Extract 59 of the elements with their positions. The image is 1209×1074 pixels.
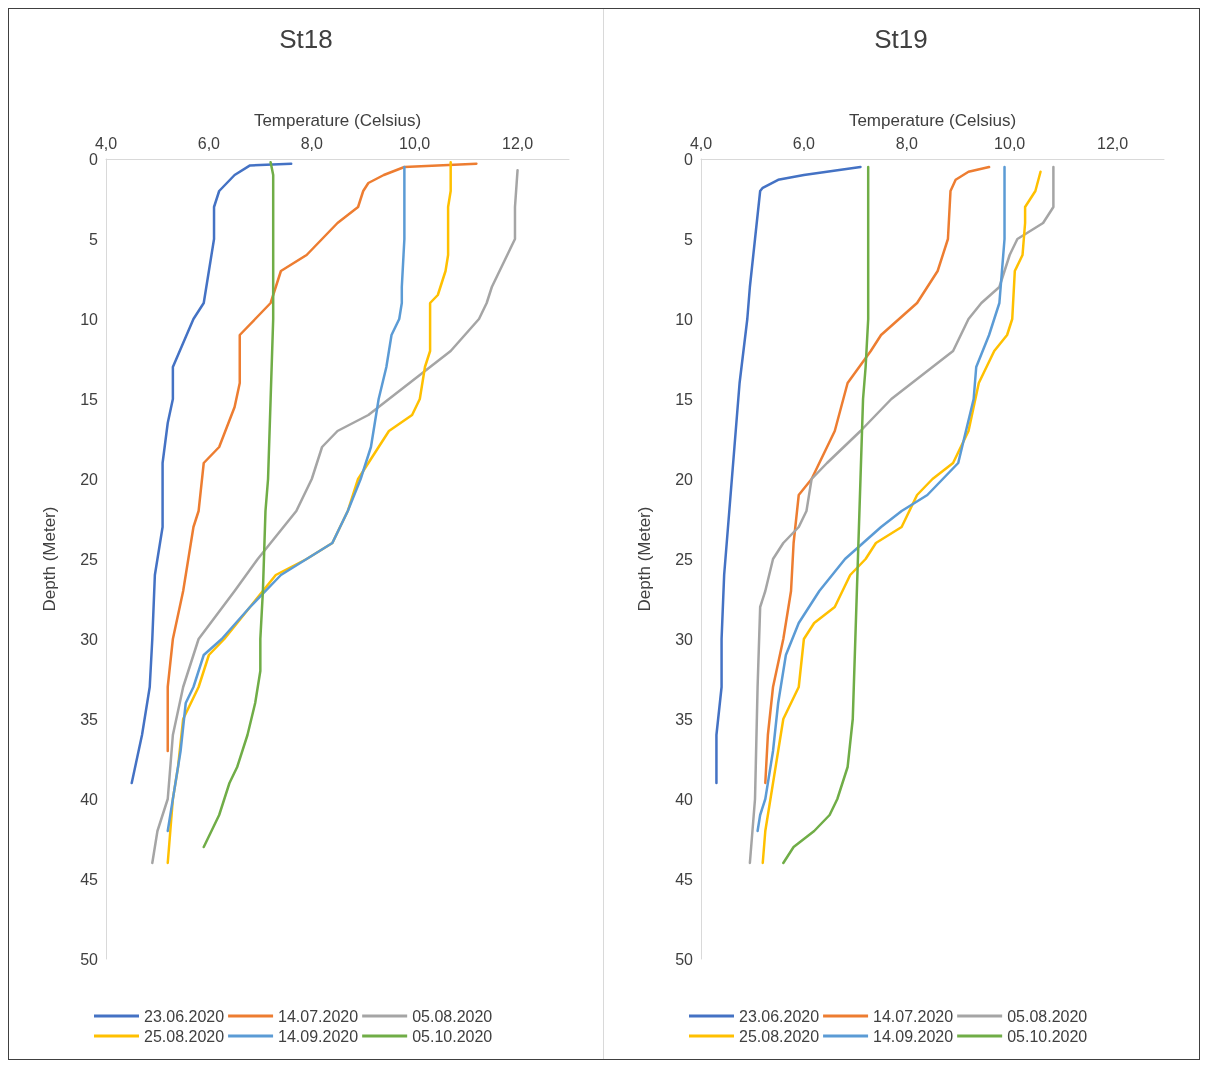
x-tick-label: 10,0: [399, 134, 431, 152]
legend-label: 25.08.2020: [144, 1027, 225, 1045]
legend-label: 14.09.2020: [873, 1027, 954, 1045]
legend-label: 05.10.2020: [1007, 1027, 1088, 1045]
y-tick-label: 20: [80, 470, 99, 488]
y-tick-label: 45: [80, 870, 99, 888]
x-tick-label: 6,0: [792, 134, 816, 152]
line-series: [782, 165, 870, 865]
y-tick-label: 10: [80, 310, 99, 328]
line-series: [756, 165, 1006, 833]
y-tick-label: 30: [80, 630, 99, 648]
y-axis-title: Depth (Meter): [40, 506, 59, 612]
y-tick-label: 50: [675, 950, 694, 968]
legend-label: 23.06.2020: [739, 1007, 820, 1025]
legend-label: 25.08.2020: [739, 1027, 820, 1045]
chart-title: St19: [874, 24, 928, 54]
y-tick-label: 20: [675, 470, 694, 488]
y-tick-label: 30: [675, 630, 694, 648]
x-axis-title: Temperature (Celsius): [253, 111, 422, 130]
x-tick-label: 4,0: [94, 134, 118, 152]
y-tick-label: 5: [89, 230, 99, 248]
legend-label: 05.08.2020: [412, 1007, 493, 1025]
line-series: [202, 160, 275, 849]
y-tick-label: 25: [80, 550, 99, 568]
x-tick-label: 8,0: [895, 134, 918, 152]
x-tick-label: 4,0: [689, 134, 713, 152]
line-series: [130, 162, 293, 785]
y-tick-label: 10: [675, 310, 694, 328]
legend-label: 14.07.2020: [873, 1007, 954, 1025]
line-series: [166, 165, 406, 833]
y-tick-label: 0: [89, 150, 99, 168]
y-tick-label: 5: [684, 230, 694, 248]
line-series: [166, 162, 478, 753]
y-tick-label: 40: [675, 790, 694, 808]
y-tick-label: 15: [675, 390, 694, 408]
y-tick-label: 25: [675, 550, 694, 568]
y-tick-label: 15: [80, 390, 99, 408]
legend-label: 05.08.2020: [1007, 1007, 1088, 1025]
y-tick-label: 45: [675, 870, 694, 888]
y-tick-label: 50: [80, 950, 99, 968]
y-tick-label: 40: [80, 790, 99, 808]
legend-label: 14.07.2020: [278, 1007, 359, 1025]
x-tick-label: 8,0: [300, 134, 323, 152]
line-series: [715, 165, 862, 785]
chart-title: St18: [279, 24, 333, 54]
y-tick-label: 35: [675, 710, 694, 728]
legend-label: 23.06.2020: [144, 1007, 225, 1025]
legend-label: 05.10.2020: [412, 1027, 493, 1045]
x-tick-label: 12,0: [1096, 134, 1129, 152]
line-series: [764, 165, 991, 785]
x-tick-label: 6,0: [197, 134, 221, 152]
y-tick-label: 0: [684, 150, 694, 168]
x-axis-title: Temperature (Celsius): [848, 111, 1017, 130]
y-axis-title: Depth (Meter): [635, 506, 654, 612]
legend-label: 14.09.2020: [278, 1027, 359, 1045]
line-series: [151, 168, 519, 865]
y-tick-label: 35: [80, 710, 99, 728]
x-tick-label: 10,0: [994, 134, 1026, 152]
x-tick-label: 12,0: [501, 134, 534, 152]
